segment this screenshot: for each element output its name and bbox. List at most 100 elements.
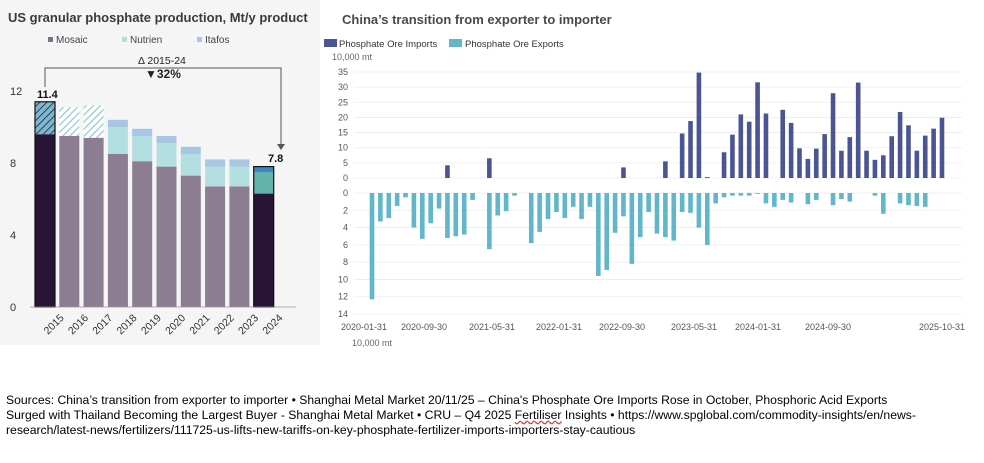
bar-2024-itafos <box>253 166 274 172</box>
bar-2015-mosaic <box>35 134 55 307</box>
export-bar <box>679 193 685 213</box>
import-bar <box>688 121 693 178</box>
bar-2019-mosaic <box>132 161 153 307</box>
export-bar <box>528 193 534 244</box>
export-bar <box>503 193 509 212</box>
unit-label-bottom: 10,000 mt <box>352 338 393 348</box>
sources-line-2b: Insights • https://www.spglobal.com/comm… <box>561 408 916 422</box>
export-bar <box>830 193 836 206</box>
bar-2020-itafos <box>156 136 177 144</box>
delta-bracket-line <box>44 67 282 146</box>
export-bar <box>436 193 442 209</box>
china-chart-y-axis: 0 5 10 15 20 25 30 35 0 2 4 6 8 10 12 14 <box>338 67 348 319</box>
import-bar <box>922 135 928 178</box>
export-bar <box>612 193 618 233</box>
bar-2023-itafos <box>229 159 250 167</box>
export-bar <box>596 193 601 276</box>
import-bar <box>746 121 752 178</box>
import-bar <box>830 93 836 178</box>
export-bar <box>621 193 626 217</box>
unit-label-top: 10,000 mt <box>332 52 373 62</box>
import-bar <box>839 150 844 178</box>
bar-2018-itafos <box>107 119 128 127</box>
export-bar <box>688 193 693 213</box>
legend-swatch-itafos <box>197 37 202 42</box>
bar-2022-itafos <box>205 159 226 167</box>
export-bar <box>411 193 417 228</box>
export-bar <box>738 193 744 196</box>
export-bar <box>579 193 584 219</box>
legend-label-nutrien: Nutrien <box>130 35 162 46</box>
us-production-chart: Mosaic Nutrien Itafos 0 4 8 12 2015 2016 2017… <box>10 35 296 337</box>
y-tick-label: 30 <box>338 82 348 92</box>
x-tick-label: 2023-05-31 <box>671 322 717 332</box>
x-tick-label: 2022-01-31 <box>536 322 582 332</box>
import-bar <box>704 177 710 178</box>
legend-swatch-imports <box>324 39 337 47</box>
bar-2021-mosaic <box>180 175 201 307</box>
x-tick-label: 2018 <box>115 312 140 337</box>
export-bar <box>378 193 383 222</box>
bar-2018-mosaic <box>107 154 128 307</box>
export-bar <box>713 193 718 204</box>
us-chart-y-axis: 0 4 8 12 <box>10 86 22 314</box>
import-bar <box>881 155 886 178</box>
bar-2016-mosaic <box>59 136 80 307</box>
export-bar <box>906 193 911 206</box>
legend-label-exports: Phosphate Ore Exports <box>465 39 564 50</box>
export-bar <box>788 193 794 203</box>
x-tick-label: 2022-09-30 <box>599 322 645 332</box>
us-production-chart-title: US granular phosphate production, Mt/y p… <box>8 10 308 25</box>
export-bar <box>386 193 392 219</box>
sources-footnote: Sources: China’s transition from exporte… <box>6 393 981 438</box>
x-tick-label: 2024 <box>260 312 285 337</box>
sources-line-1: Sources: China’s transition from exporte… <box>6 393 888 407</box>
import-bar <box>931 128 936 178</box>
export-bar <box>428 193 433 224</box>
import-bar <box>822 134 827 178</box>
bar-2023-mosaic <box>229 186 250 307</box>
export-bar <box>881 193 886 214</box>
bar-2023-nutrien <box>229 166 250 187</box>
sources-line-2a: Surged with Thailand Becoming the Larges… <box>6 408 515 422</box>
y-tick-label: 5 <box>343 158 348 168</box>
export-bar <box>637 193 643 238</box>
x-tick-label: 2024-01-31 <box>735 322 781 332</box>
import-bar <box>755 82 760 178</box>
import-bar <box>906 125 911 178</box>
us-chart-bars <box>30 101 296 308</box>
bar-2024-mosaic <box>253 193 274 307</box>
china-trade-chart-title: China’s transition from exporter to impo… <box>342 12 612 27</box>
export-bar <box>847 193 853 202</box>
legend-swatch-mosaic <box>48 37 53 42</box>
x-tick-label: 2016 <box>66 312 91 337</box>
y-tick-label: 0 <box>343 173 348 183</box>
delta-annotation: Δ 2015-24 ▼32% <box>44 55 285 150</box>
import-bar <box>621 167 626 178</box>
export-bar <box>403 193 408 198</box>
x-tick-label: 2020 <box>163 312 188 337</box>
import-bar <box>847 137 853 178</box>
export-bar <box>369 193 375 300</box>
import-bar <box>805 158 811 178</box>
y-tick-label: 0 <box>343 188 348 198</box>
label-2024-value: 7.8 <box>268 153 283 165</box>
bar-2021-nutrien <box>180 154 201 176</box>
x-tick-label: 2020-01-31 <box>341 322 387 332</box>
import-bar <box>939 117 945 178</box>
legend-swatch-exports <box>449 39 462 47</box>
y-tick-label: 10 <box>338 274 348 284</box>
export-bar <box>730 193 735 196</box>
bar-2021-itafos <box>180 146 201 154</box>
bar-2018-nutrien <box>107 127 128 154</box>
export-bar <box>872 193 878 196</box>
x-tick-label: 2019 <box>139 312 164 337</box>
y-tick-label: 14 <box>338 309 348 319</box>
china-chart-x-axis: 2020-01-31 2020-09-30 2021-05-31 2022-01-31… <box>341 322 965 332</box>
import-bar <box>897 111 903 178</box>
export-bar <box>663 193 668 238</box>
sources-line-3: research/latest-news/fertilizers/111725-… <box>6 423 636 437</box>
export-bar <box>772 193 777 207</box>
export-bar <box>671 193 677 241</box>
legend-swatch-nutrien <box>122 37 127 42</box>
